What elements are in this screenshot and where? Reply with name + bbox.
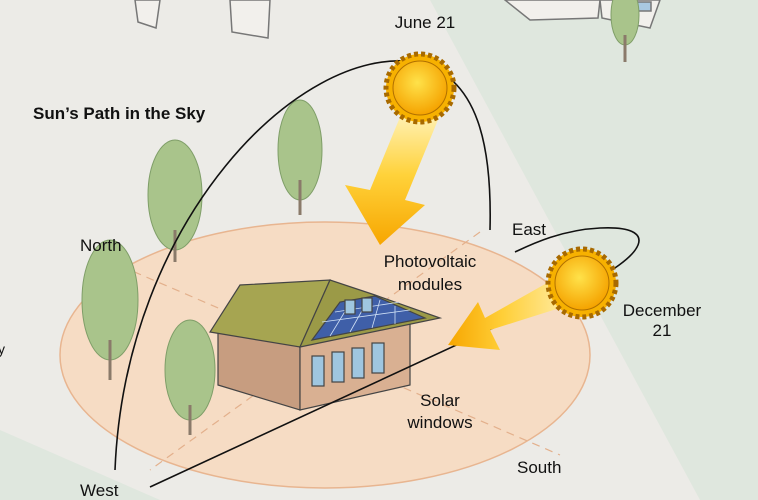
summer-sun — [386, 54, 454, 122]
label-december: December — [623, 301, 702, 320]
label-december: 21 — [653, 321, 672, 340]
label-west: West — [80, 481, 119, 500]
label-south: South — [517, 458, 561, 477]
label-solar-windows: Solar — [420, 391, 460, 410]
label-solar-windows: windows — [406, 413, 472, 432]
illustration: June 21 Sun’s Path in the Sky North East… — [0, 0, 758, 500]
winter-sun — [548, 249, 616, 317]
label-june: June 21 — [395, 13, 456, 32]
title: Sun’s Path in the Sky — [33, 104, 206, 123]
label-north: North — [80, 236, 122, 255]
label-photovoltaic: modules — [398, 275, 462, 294]
label-east: East — [512, 220, 546, 239]
label-photovoltaic: Photovoltaic — [384, 252, 477, 271]
label-fragment: y — [0, 341, 5, 357]
